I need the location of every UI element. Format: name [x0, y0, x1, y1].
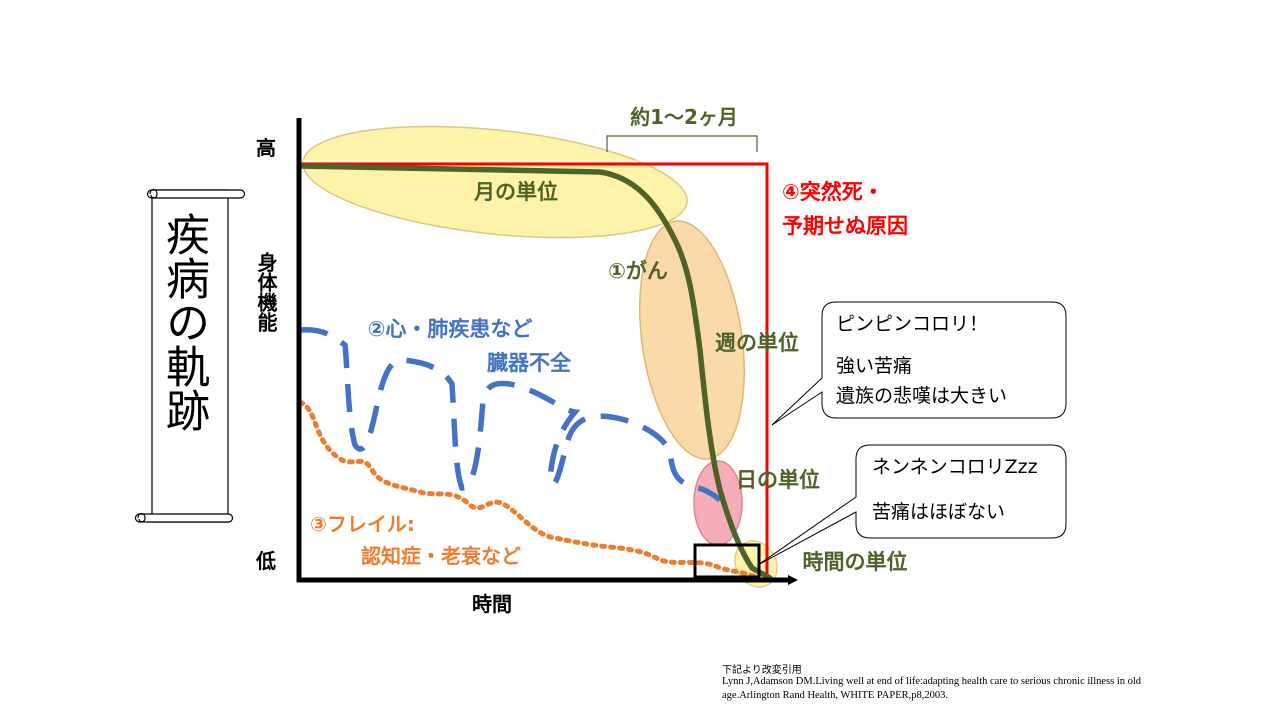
callout-nennen-line2: 苦痛はほぼない: [872, 501, 1006, 523]
reference-line2: Lynn J,Adamson DM.Living well at end of …: [722, 676, 1142, 687]
reference-line1: 下記より改変引用: [722, 665, 802, 676]
reference-line3: age.Arlington Rand Health, WHITE PAPER,p…: [722, 690, 949, 701]
sudden-death-label-2: 予期せぬ原因: [782, 214, 908, 238]
hour-unit-label: 時間の単位: [803, 550, 908, 574]
scroll-banner: [134, 188, 246, 523]
frailty-trajectory: [297, 399, 761, 581]
end-of-life-box: [693, 543, 761, 579]
scroll-title: 疾病の軌跡: [158, 212, 209, 432]
y-axis-label: 身体機能: [254, 251, 278, 332]
y-axis-high: 高: [256, 136, 276, 160]
frailty-label-2: 認知症・老衰など: [361, 544, 521, 568]
callout-pinpin-line1: ピンピンコロリ！: [836, 313, 989, 335]
day-unit-label: 日の単位: [736, 468, 820, 492]
callout-nennen: [757, 444, 1067, 566]
cancer-label: ①がん: [608, 259, 668, 283]
sudden-death-label-1: ④突然死・: [782, 180, 884, 204]
bracket-label: 約1〜2ヶ月: [630, 105, 738, 129]
callout-nennen-line1: ネンネンコロリZzz: [872, 456, 1038, 478]
sudden-death-line: [300, 162, 769, 580]
x-axis-label: 時間: [472, 592, 512, 616]
y-axis-low: 低: [255, 549, 276, 573]
bracket: [606, 135, 758, 152]
week-unit-label: 週の単位: [715, 331, 799, 355]
frailty-label-1: ③フレイル:: [310, 512, 415, 536]
callout-pinpin: [771, 301, 1067, 426]
month-unit-highlight: [302, 125, 688, 239]
week-unit-highlight: [638, 220, 746, 460]
callout-pinpin-line3: 遺族の悲嘆は大きい: [836, 385, 1008, 407]
month-unit-label: 月の単位: [473, 180, 558, 204]
cancer-trajectory: [297, 163, 773, 581]
callout-pinpin-line2: 強い苦痛: [836, 355, 913, 377]
organ-failure-label-2: 臓器不全: [487, 351, 572, 375]
organ-failure-label-1: ②心・肺疾患など: [368, 317, 533, 341]
